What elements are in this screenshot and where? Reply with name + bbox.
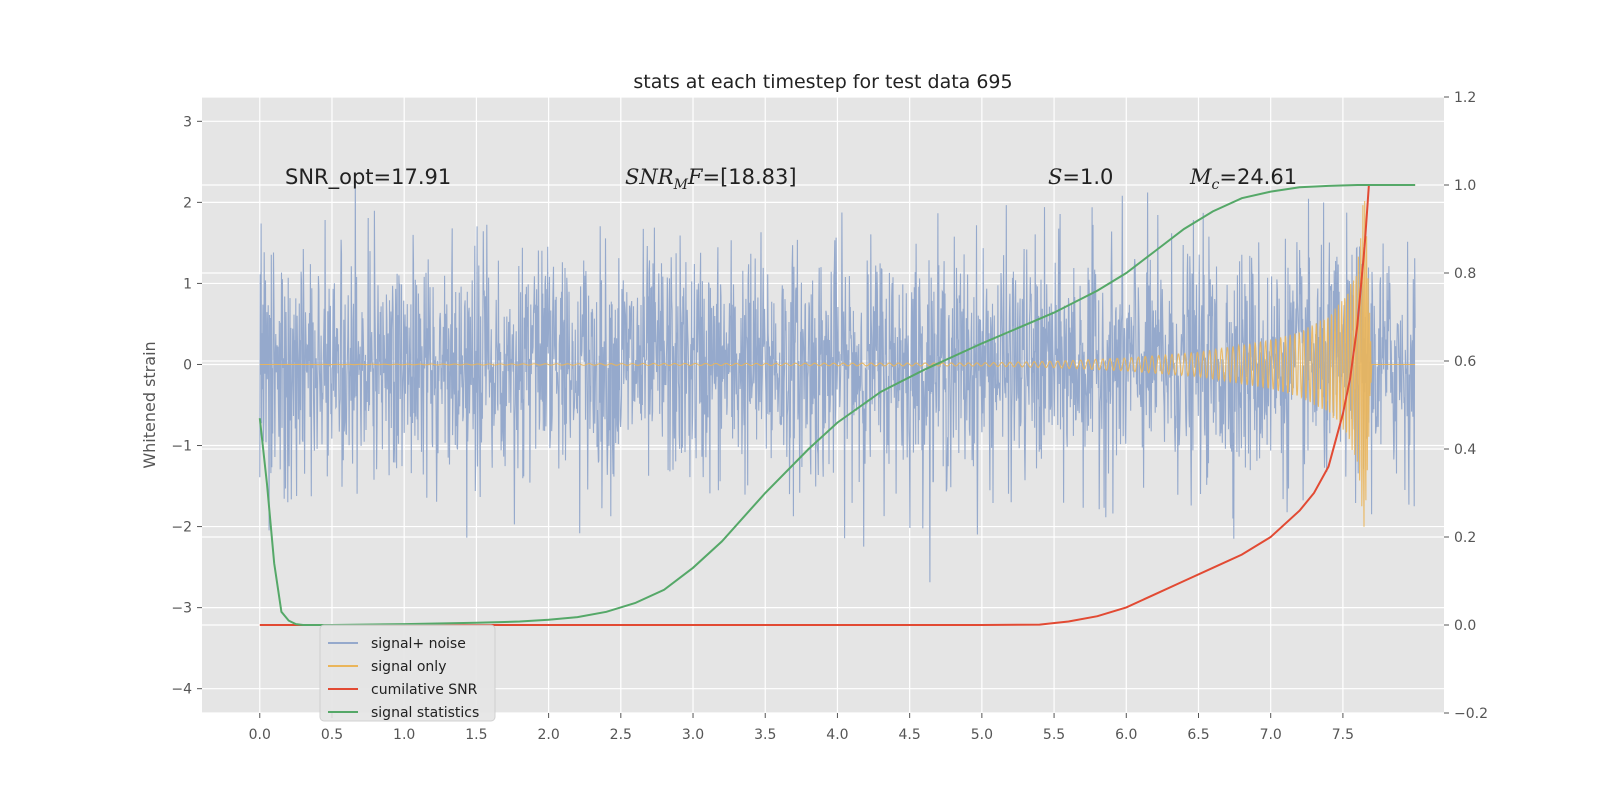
y-tick-label: −1: [171, 439, 192, 455]
x-tick-label: 6.5: [1187, 727, 1209, 743]
annotation-s-symbol: S: [1048, 165, 1062, 189]
y-tick-label: 3: [183, 114, 192, 130]
series-line-signal-noise: [259, 178, 1416, 583]
x-tick-label: 1.5: [465, 727, 487, 743]
legend-label: cumilative SNR: [371, 682, 478, 698]
y-tick-label: −2: [171, 520, 192, 536]
y2-axis-ticks: 1.2 1.0 0.8 0.6 0.4 0.2 0.0 −0.2: [1444, 90, 1488, 722]
series-line-cumulative-snr: [259, 184, 1416, 626]
annotation-mc: Mc=24.61: [1189, 165, 1297, 193]
legend: signal+ noise signal only cumilative SNR si…: [319, 624, 496, 722]
legend-label: signal+ noise: [371, 636, 466, 652]
series-cumulative-snr: [259, 184, 1416, 626]
annotation-snr-mf-subscript: M: [673, 177, 689, 193]
annotation-snr-mf-f: F: [687, 165, 704, 189]
x-tick-label: 7.0: [1260, 727, 1282, 743]
annotation-snr-opt: SNR_opt=17.91: [285, 165, 451, 190]
legend-label: signal statistics: [371, 705, 479, 721]
y2-tick-label: 0.8: [1454, 266, 1476, 282]
annotation-snr-mf: SNRMF=[18.83]: [625, 165, 797, 193]
legend-label: signal only: [371, 659, 446, 675]
y-tick-label: −4: [171, 682, 192, 698]
annotation-snr-mf-value: =[18.83]: [703, 165, 797, 189]
x-tick-label: 6.0: [1115, 727, 1137, 743]
series-line-signal-statistics: [258, 184, 1416, 626]
y-axis-ticks: 3 2 1 0 −1 −2 −3 −4: [171, 114, 202, 698]
annotation-mc-subscript: c: [1212, 177, 1220, 193]
x-tick-label: 5.5: [1043, 727, 1065, 743]
y-axis-label: Whitened strain: [140, 341, 159, 468]
x-tick-label: 1.0: [393, 727, 415, 743]
series-signal-statistics: [258, 184, 1416, 626]
annotation-s: S=1.0: [1048, 165, 1113, 189]
y-tick-label: 2: [183, 195, 192, 211]
x-tick-label: 2.5: [610, 727, 632, 743]
annotation-mc-value: =24.61: [1219, 165, 1297, 189]
y2-tick-label: 1.0: [1454, 178, 1476, 194]
y2-tick-label: 0.0: [1454, 618, 1476, 634]
x-axis-ticks: 0.0 0.5 1.0 1.5 2.0 2.5 3.0 3.5 4.0 4.5 5.0 5.5 6.0 6…: [249, 713, 1354, 743]
series-signal-noise: [259, 178, 1416, 583]
y2-tick-label: 1.2: [1454, 90, 1476, 106]
chart-title: stats at each timestep for test data 695: [633, 71, 1012, 93]
x-tick-label: 2.0: [537, 727, 559, 743]
x-tick-label: 0.5: [321, 727, 343, 743]
y-tick-label: 1: [183, 276, 192, 292]
y2-tick-label: 0.4: [1454, 442, 1476, 458]
x-tick-label: 0.0: [249, 727, 271, 743]
x-tick-label: 7.5: [1332, 727, 1354, 743]
x-tick-label: 3.5: [754, 727, 776, 743]
series-signal-only: [259, 200, 1416, 527]
x-tick-label: 4.5: [899, 727, 921, 743]
y2-tick-label: −0.2: [1454, 706, 1488, 722]
y-tick-label: −3: [171, 601, 192, 617]
x-tick-label: 4.0: [826, 727, 848, 743]
annotation-mc-symbol: M: [1189, 165, 1212, 189]
y-tick-label: 0: [183, 357, 192, 373]
annotation-snr-mf-symbol: SNR: [625, 165, 674, 189]
y2-tick-label: 0.2: [1454, 530, 1476, 546]
series-line-signal-only: [259, 200, 1416, 527]
x-tick-label: 3.0: [682, 727, 704, 743]
x-tick-label: 5.0: [971, 727, 993, 743]
annotation-s-value: =1.0: [1062, 165, 1113, 189]
y2-tick-label: 0.6: [1454, 354, 1476, 370]
legend-box: [319, 624, 496, 722]
